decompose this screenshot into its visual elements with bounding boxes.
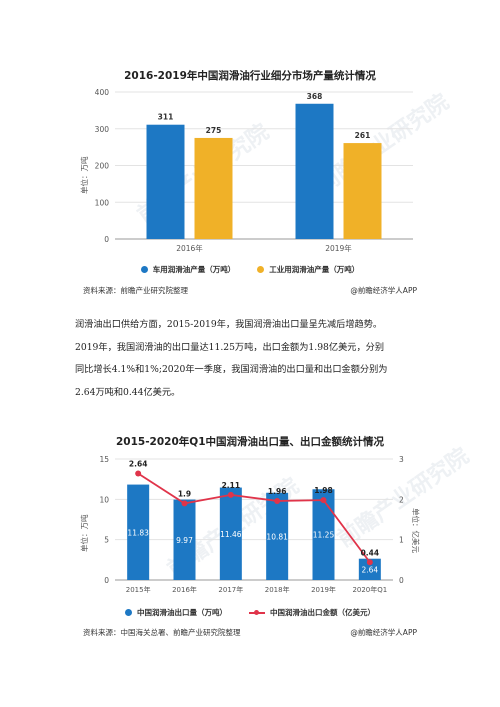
paragraph-line: 润滑油出口供给方面，2015-2019年，我国润滑油出口量呈先减后增趋势。 <box>75 319 383 330</box>
legend-label: 车用润滑油产量（万吨） <box>152 265 236 274</box>
x-tick-label: 2016年 <box>176 243 203 253</box>
chart-legend: 中国润滑油出口量（万吨） 中国润滑油出口金额（亿美元） <box>75 607 425 618</box>
bar <box>343 143 382 239</box>
x-tick-label: 2020年Q1 <box>352 585 387 594</box>
bar-data-label: 11.83 <box>127 528 149 537</box>
legend-label: 中国润滑油出口金额（亿美元） <box>270 608 375 617</box>
data-label: 311 <box>158 113 174 122</box>
chart-panel-production: 前瞻产业研究院 前瞻产业研究院 2016-2019年中国润滑油行业细分市场产量统… <box>75 46 454 300</box>
line-data-label: 1.9 <box>178 489 191 498</box>
brand-credit: @前瞻经济学人APP <box>350 286 417 295</box>
y-tick-label: 15 <box>99 455 109 464</box>
y-tick-label-right: 3 <box>399 455 404 464</box>
y-tick-label: 300 <box>95 125 110 134</box>
bar <box>358 558 381 580</box>
bar <box>219 487 242 580</box>
body-paragraph: 润滑油出口供给方面，2015-2019年，我国润滑油出口量呈先减后增趋势。 20… <box>75 314 425 404</box>
chart-footer: 资料来源：前瞻产业研究院整理 @前瞻经济学人APP <box>83 285 417 296</box>
data-label: 275 <box>206 126 222 135</box>
x-tick-label: 2019年 <box>325 243 352 253</box>
legend-item: 工业用润滑油产量（万吨） <box>257 264 359 275</box>
line-point <box>274 497 281 504</box>
line-point <box>135 470 142 477</box>
line-data-label: 2.11 <box>222 481 241 490</box>
bar <box>194 137 233 239</box>
y-tick-label: 10 <box>99 495 109 504</box>
line-data-label: 0.44 <box>361 548 380 557</box>
bar <box>295 103 334 239</box>
line-point <box>366 559 373 566</box>
source-note: 资料来源：前瞻产业研究院整理 <box>83 286 188 295</box>
legend-label: 中国润滑油出口量（万吨） <box>137 608 227 617</box>
x-tick-label: 2018年 <box>265 585 290 594</box>
bar <box>312 489 335 580</box>
y-tick-label: 100 <box>95 198 110 207</box>
paragraph-line: 2.64万吨和0.44亿美元。 <box>75 386 181 398</box>
chart-legend: 车用润滑油产量（万吨） 工业用润滑油产量（万吨） <box>75 264 425 275</box>
data-label: 261 <box>355 131 371 140</box>
chart-panel-exports: 前瞻产业研究院 前瞻产业研究院 2015-2020年Q1中国润滑油出口量、出口金… <box>75 420 474 642</box>
brand-credit: @前瞻经济学人APP <box>350 628 417 637</box>
y-tick-label-right: 2 <box>399 495 404 504</box>
y-tick-label: 200 <box>95 162 110 171</box>
legend-swatch <box>125 609 132 616</box>
y-tick-label: 5 <box>104 536 109 545</box>
chart-title: 2016-2019年中国润滑油行业细分市场产量统计情况 <box>124 70 376 82</box>
line-data-label: 1.98 <box>314 486 333 495</box>
bar-data-label: 11.25 <box>313 531 335 540</box>
y-tick-label: 0 <box>104 576 109 585</box>
legend-swatch <box>249 609 265 617</box>
x-tick-label: 2017年 <box>218 585 243 594</box>
bar-data-label: 9.97 <box>176 536 193 545</box>
line-point <box>320 497 327 504</box>
y-tick-label: 400 <box>95 88 110 97</box>
chart-title: 2015-2020年Q1中国润滑油出口量、出口金额统计情况 <box>115 436 385 448</box>
line-point <box>227 491 234 498</box>
source-note: 资料来源：中国海关总署、前瞻产业研究院整理 <box>83 628 241 637</box>
data-label: 368 <box>307 92 323 101</box>
bar <box>127 484 150 580</box>
bar <box>173 499 196 580</box>
bar <box>146 124 185 239</box>
legend-label: 工业用润滑油产量（万吨） <box>269 265 360 274</box>
x-tick-label: 2015年 <box>126 585 151 594</box>
combo-chart-exports: 0 5 10 15 0 1 2 3 11.83 2015年 9.97 2016年 11.46 2017年 1… <box>99 455 404 594</box>
line-series <box>137 472 371 563</box>
y-tick-label-right: 1 <box>399 536 404 545</box>
bar-data-label: 11.46 <box>220 530 242 539</box>
legend-item: 车用润滑油产量（万吨） <box>140 264 236 275</box>
legend-swatch <box>140 266 148 273</box>
paragraph-line: 2019年，我国润滑油的出口量达11.25万吨，出口金额为1.98亿美元，分别 <box>75 341 385 353</box>
line-point <box>181 500 188 507</box>
bar-data-label: 2.64 <box>361 565 378 574</box>
chart-footer: 资料来源：中国海关总署、前瞻产业研究院整理 @前瞻经济学人APP <box>83 627 417 638</box>
bar <box>266 492 289 580</box>
bar-chart-production: 0 100 200 300 400 311 275 2016年 368 261 2019年 <box>95 88 413 253</box>
line-data-label: 2.64 <box>129 460 148 469</box>
y-tick-label-right: 0 <box>399 576 404 585</box>
paragraph-line: 同比增长4.1%和1%;2020年一季度，我国润滑油的出口量和出口金额分别为 <box>75 364 388 375</box>
legend-item: 中国润滑油出口量（万吨） <box>125 607 227 618</box>
legend-swatch <box>257 266 265 273</box>
x-tick-label: 2019年 <box>311 585 336 594</box>
y-tick-label: 0 <box>104 235 109 244</box>
legend-item: 中国润滑油出口金额（亿美元） <box>249 607 375 618</box>
bar-data-label: 10.81 <box>266 532 288 541</box>
line-data-label: 1.96 <box>268 487 287 496</box>
x-tick-label: 2016年 <box>172 585 197 594</box>
